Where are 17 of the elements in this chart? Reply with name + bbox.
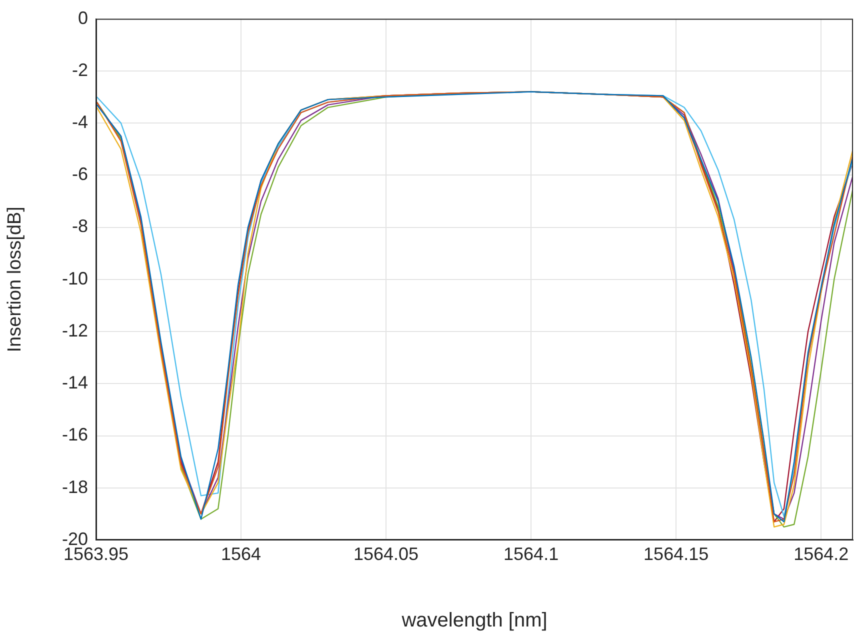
x-tick-label: 1564.2: [794, 544, 849, 564]
x-tick-label: 1564.15: [644, 544, 709, 564]
x-axis-title: wavelength [nm]: [400, 610, 548, 632]
x-tick-label: 1564: [220, 544, 262, 564]
y-axis-title: Insertion loss[dB]: [4, 206, 26, 352]
y-tick-label: -10: [62, 268, 88, 288]
y-tick-label: 0: [78, 8, 88, 28]
y-tick-label: -12: [62, 320, 88, 340]
y-tick-label: -18: [62, 476, 88, 497]
y-tick-label: -4: [72, 112, 88, 132]
y-tick-label: -2: [72, 60, 88, 80]
y-tick-label: -16: [62, 424, 88, 445]
x-tick-label: 1564.1: [504, 544, 559, 564]
y-tick-label: -6: [72, 164, 88, 184]
y-tick-label: -8: [72, 216, 88, 236]
x-tick-label: 1564.05: [354, 544, 419, 564]
y-tick-label: -14: [62, 372, 88, 393]
